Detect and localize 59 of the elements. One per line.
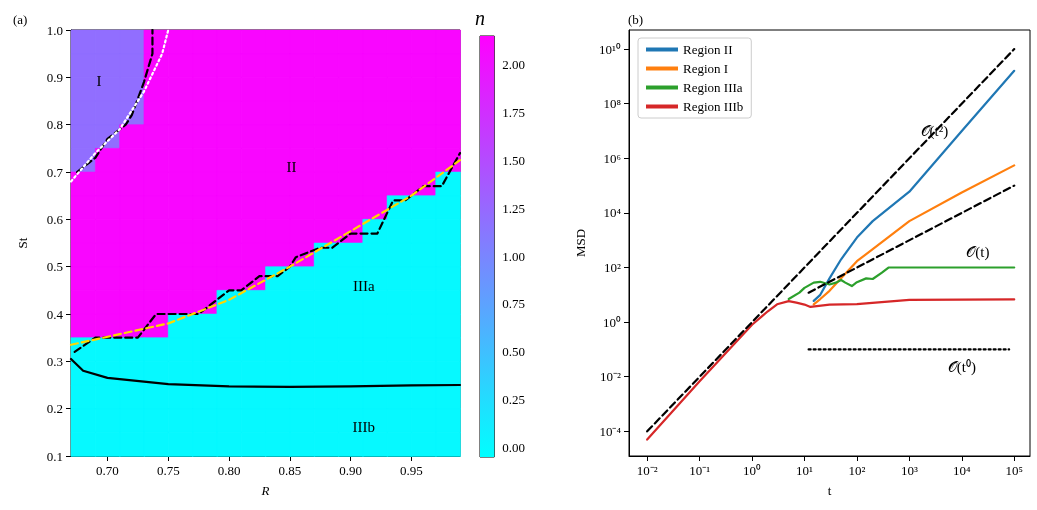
color-bar-title: n (475, 7, 485, 29)
x-tick-label: 10² (848, 463, 866, 478)
annotation: IIIa (352, 278, 375, 295)
chart-title: (b) (628, 12, 644, 27)
y-tick-label: 0.8 (46, 117, 63, 133)
color-bar-label: 0.00 (502, 439, 525, 455)
annotation: 𝒪(t⁰) (947, 359, 976, 377)
legend-label: Region I (683, 61, 729, 76)
annotation: II (286, 158, 297, 175)
y-tick-label: 0.9 (46, 69, 63, 85)
x-tick-label: 10⁻¹ (689, 463, 711, 478)
x-tick-label: 10⁻² (636, 463, 658, 478)
color-bar-label: 0.50 (502, 344, 525, 360)
annotation: IIIb (352, 419, 376, 436)
y-tick-label: 0.7 (46, 164, 64, 180)
x-tick-label: 0.95 (400, 463, 423, 478)
y-tick-label: 10⁶ (603, 150, 621, 166)
color-bar-label: 1.75 (502, 105, 525, 121)
x-tick-label: 0.85 (278, 463, 302, 478)
y-tick-label: 0.4 (46, 306, 64, 322)
y-tick-label: 10⁰ (603, 314, 621, 330)
y-tick-label: 0.6 (46, 211, 64, 227)
y-tick-label: 10² (604, 260, 622, 276)
y-tick-label: 0.3 (46, 353, 63, 369)
legend-label: Region II (683, 42, 733, 57)
x-tick-label: 10⁴ (953, 463, 972, 478)
legend-label: Region IIIa (683, 80, 743, 95)
y-tick-label: 10¹⁰ (599, 41, 621, 57)
color-bar-label: 1.25 (502, 200, 525, 216)
color-bar-label: 0.25 (502, 392, 525, 408)
x-tick-label: 0.70 (96, 463, 119, 478)
chart-title: (a) (13, 12, 28, 27)
legend-label: Region IIIb (683, 99, 744, 114)
x-axis-title: t (827, 483, 832, 498)
annotation: 𝒪(t²) (920, 123, 949, 140)
x-tick-label: 10³ (900, 463, 918, 478)
x-tick-label: 10¹ (796, 463, 814, 478)
annotation: I (96, 73, 102, 90)
annotation: 𝒪(t) (966, 244, 990, 262)
y-tick-label: 10⁻⁴ (599, 423, 622, 439)
y-axis-title: MSD (573, 228, 588, 258)
y-axis-title: St (15, 237, 30, 249)
x-tick-label: 0.80 (217, 463, 241, 478)
x-tick-label: 10⁵ (1005, 463, 1023, 478)
color-bar-label: 2.00 (502, 57, 525, 73)
x-tick-label: 0.90 (339, 463, 362, 478)
y-tick-label: 1.0 (46, 22, 63, 38)
y-tick-label: 10⁴ (603, 205, 622, 221)
y-tick-label: 10⁸ (603, 96, 622, 112)
color-bar-label: 0.75 (502, 296, 525, 312)
x-tick-label: 0.75 (156, 463, 180, 478)
y-tick-label: 0.5 (46, 259, 63, 275)
x-tick-label: 10⁰ (743, 463, 762, 478)
y-tick-label: 10⁻² (600, 369, 622, 385)
y-tick-label: 0.1 (46, 448, 63, 464)
y-tick-label: 0.2 (46, 401, 63, 417)
color-bar-label: 1.00 (502, 248, 525, 264)
color-bar-label: 1.50 (502, 152, 525, 168)
x-axis-title: R (260, 483, 270, 498)
